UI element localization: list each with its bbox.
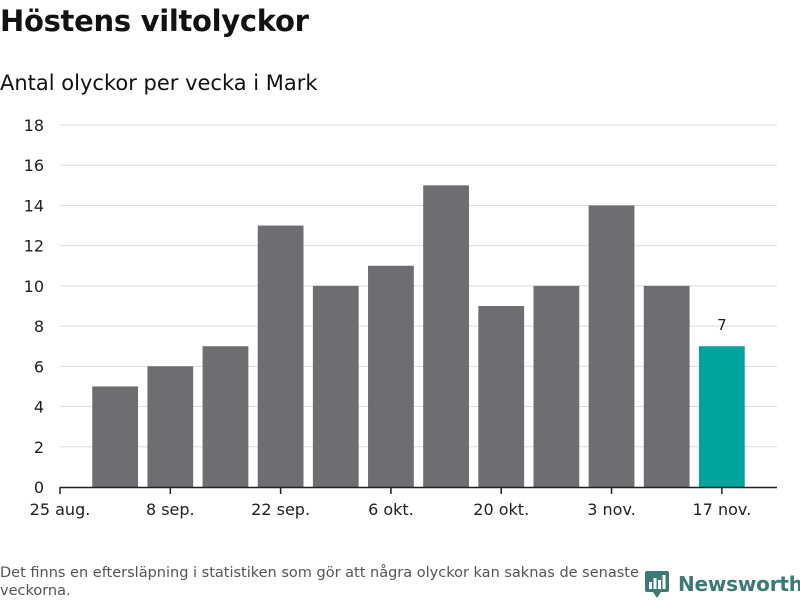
x-tick-label: 3 nov. <box>587 500 636 519</box>
bar <box>312 285 359 487</box>
bar <box>423 185 469 488</box>
bar <box>588 205 635 487</box>
y-tick-label: 4 <box>34 398 44 417</box>
x-tick-label: 8 sep. <box>146 500 195 519</box>
y-tick-label: 2 <box>34 438 44 457</box>
brand-logo: Newsworthy <box>644 569 800 599</box>
bar <box>147 366 194 487</box>
bar <box>643 285 690 487</box>
x-tick-label: 6 okt. <box>368 500 414 519</box>
bar <box>478 306 525 487</box>
x-tick-label: 25 aug. <box>30 500 91 519</box>
bar-chart: 0 2 4 6 8 10 12 14 16 18 7 25 aug. 8 sep. 22 sep. 6 ok… <box>24 116 777 519</box>
bar <box>92 386 139 487</box>
bar <box>257 225 304 488</box>
bar <box>202 346 249 487</box>
data-label: 7 <box>717 316 727 334</box>
brand-name: Newsworthy <box>678 572 800 596</box>
y-tick-label: 14 <box>24 196 44 215</box>
x-tick-label: 22 sep. <box>251 500 310 519</box>
chart-title: Höstens viltolyckor <box>0 4 309 38</box>
y-tick-label: 0 <box>34 478 44 497</box>
bar <box>368 265 414 487</box>
y-tick-label: 16 <box>24 156 44 175</box>
y-tick-label: 12 <box>24 237 44 256</box>
y-tick-label: 8 <box>34 317 44 336</box>
y-tick-label: 6 <box>34 357 44 376</box>
y-tick-label: 10 <box>24 277 44 296</box>
bar <box>533 285 580 487</box>
y-tick-label: 18 <box>24 116 44 135</box>
x-tick-label: 17 nov. <box>693 500 752 519</box>
x-tick-label: 20 okt. <box>473 500 529 519</box>
newsworthy-logo-icon <box>645 571 669 598</box>
chart-subtitle: Antal olyckor per vecka i Mark <box>0 71 318 95</box>
footnote: Det finns en eftersläpning i statistiken… <box>0 565 639 599</box>
bar <box>698 346 745 487</box>
